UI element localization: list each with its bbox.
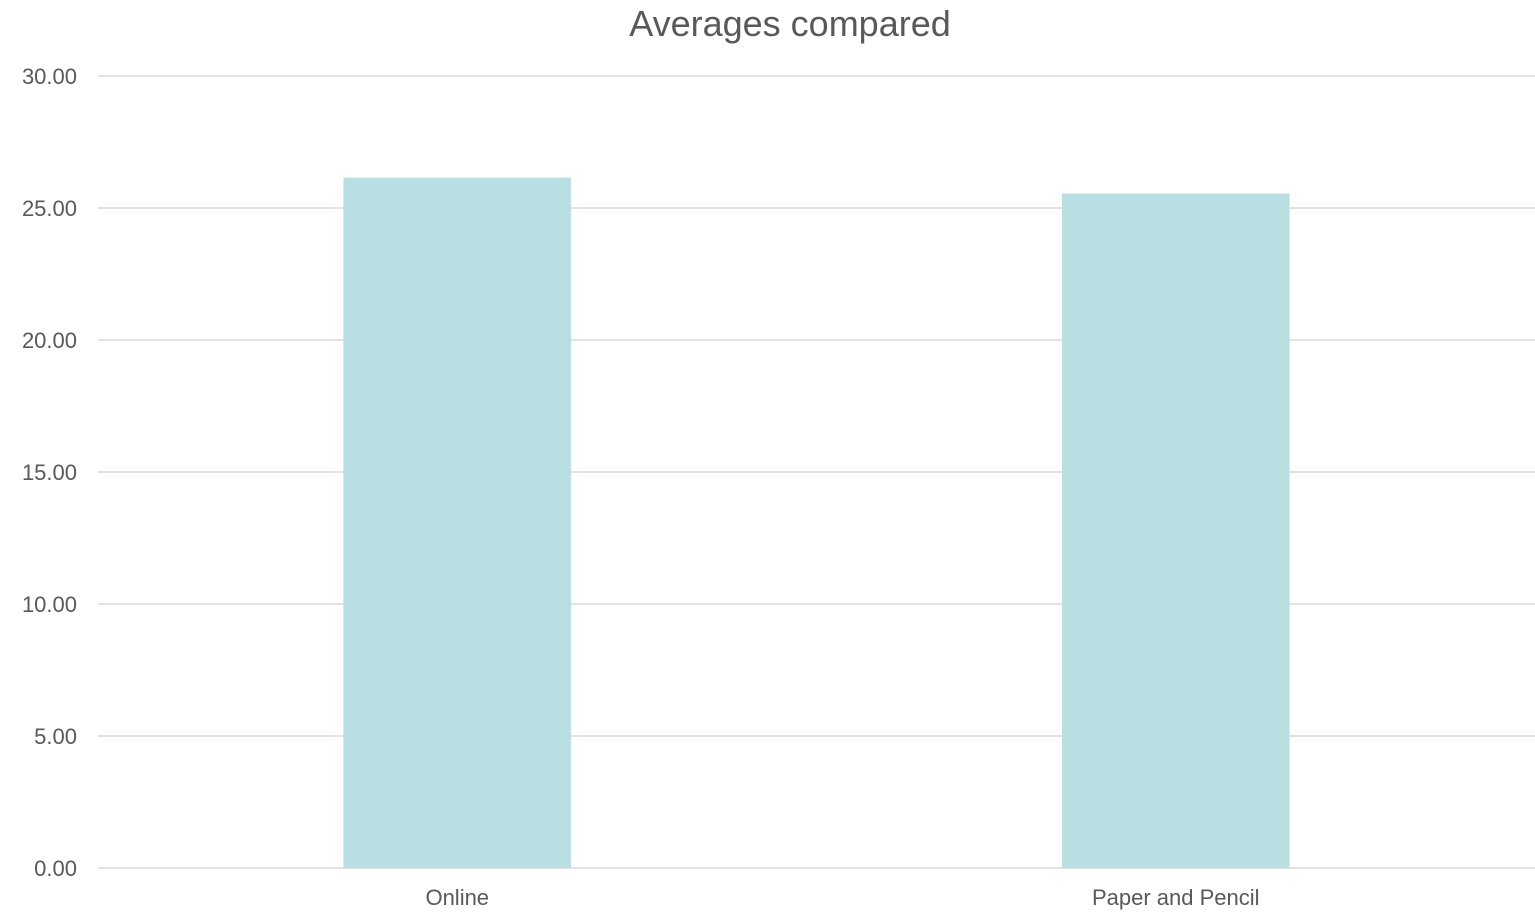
bar-paper-and-pencil bbox=[1061, 193, 1290, 869]
y-tick-label: 0.00 bbox=[34, 856, 77, 881]
x-tick-label: Online bbox=[425, 885, 489, 910]
bars bbox=[343, 177, 1290, 869]
y-tick-label: 15.00 bbox=[22, 460, 77, 485]
chart-title: Averages compared bbox=[629, 3, 951, 44]
y-tick-label: 10.00 bbox=[22, 592, 77, 617]
y-tick-label: 20.00 bbox=[22, 328, 77, 353]
y-tick-label: 30.00 bbox=[22, 64, 77, 89]
x-tick-label: Paper and Pencil bbox=[1092, 885, 1260, 910]
y-axis-ticks: 0.00 5.00 10.00 15.00 20.00 25.00 30.00 bbox=[22, 64, 77, 881]
gridlines bbox=[98, 75, 1535, 869]
x-axis-labels: Online Paper and Pencil bbox=[425, 885, 1259, 910]
y-tick-label: 25.00 bbox=[22, 196, 77, 221]
bar-online bbox=[343, 177, 572, 868]
y-tick-label: 5.00 bbox=[34, 724, 77, 749]
